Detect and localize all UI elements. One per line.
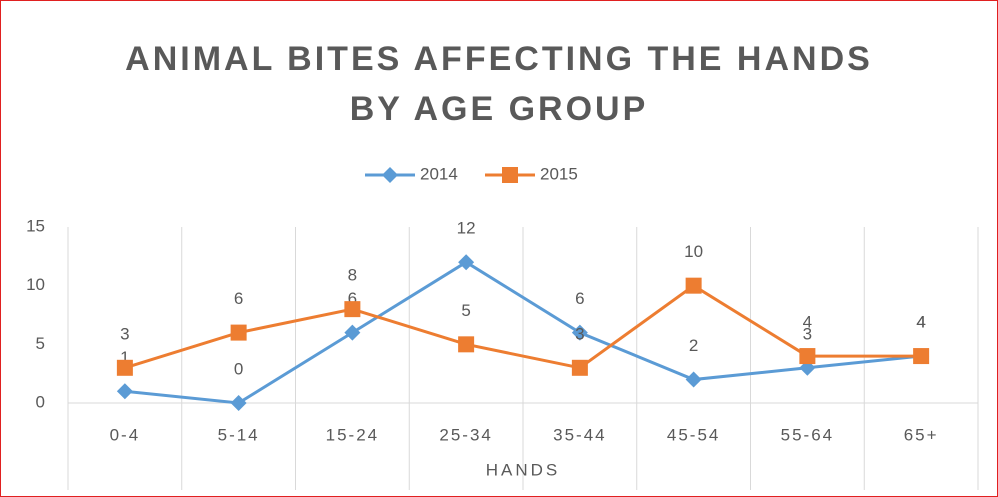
data-label: 1 <box>120 348 129 367</box>
marker <box>913 348 930 365</box>
x-tick-label: 35-44 <box>553 425 606 444</box>
marker <box>382 167 398 183</box>
x-tick-label: 15-24 <box>326 425 379 444</box>
data-label: 3 <box>120 324 129 343</box>
y-tick-label: 15 <box>26 216 45 235</box>
x-tick-label: 25-34 <box>439 425 492 444</box>
chart-title: ANIMAL BITES AFFECTING THE HANDS BY AGE … <box>125 40 873 128</box>
data-label: 0 <box>234 359 243 378</box>
data-label: 4 <box>916 313 925 332</box>
data-label: 3 <box>575 324 584 343</box>
x-tick-label: 5-14 <box>218 425 260 444</box>
data-label: 3 <box>803 324 812 343</box>
marker <box>344 301 361 318</box>
marker <box>230 324 247 341</box>
series-line <box>124 283 922 370</box>
marker <box>571 324 588 341</box>
x-axis-label: HANDS <box>486 460 561 479</box>
marker <box>344 324 361 341</box>
y-tick-label: 5 <box>36 334 45 353</box>
marker <box>685 371 702 388</box>
data-label: 2 <box>689 336 698 355</box>
legend-label: 2015 <box>540 164 578 183</box>
marker <box>571 359 588 376</box>
data-label: 4 <box>916 313 925 332</box>
legend-label: 2014 <box>420 164 458 183</box>
marker <box>116 383 133 400</box>
data-label: 6 <box>234 289 243 308</box>
marker <box>458 254 475 271</box>
data-label: 12 <box>457 219 476 238</box>
data-label: 5 <box>461 301 470 320</box>
data-label: 8 <box>348 266 357 285</box>
data-label: 6 <box>348 289 357 308</box>
data-label: 4 <box>803 313 812 332</box>
series-line <box>124 260 922 405</box>
marker <box>230 395 247 411</box>
marker <box>458 336 475 353</box>
x-tick-label: 0-4 <box>110 425 141 444</box>
x-tick-label: 45-54 <box>667 425 720 444</box>
data-label: 6 <box>575 289 584 308</box>
marker <box>799 348 816 365</box>
data-label: 10 <box>684 242 703 261</box>
x-tick-label: 55-64 <box>781 425 834 444</box>
x-tick-label: 65+ <box>904 425 939 444</box>
y-tick-label: 0 <box>36 392 45 411</box>
y-tick-label: 10 <box>26 275 45 294</box>
marker <box>116 359 133 376</box>
marker <box>685 277 702 294</box>
marker <box>502 167 518 183</box>
